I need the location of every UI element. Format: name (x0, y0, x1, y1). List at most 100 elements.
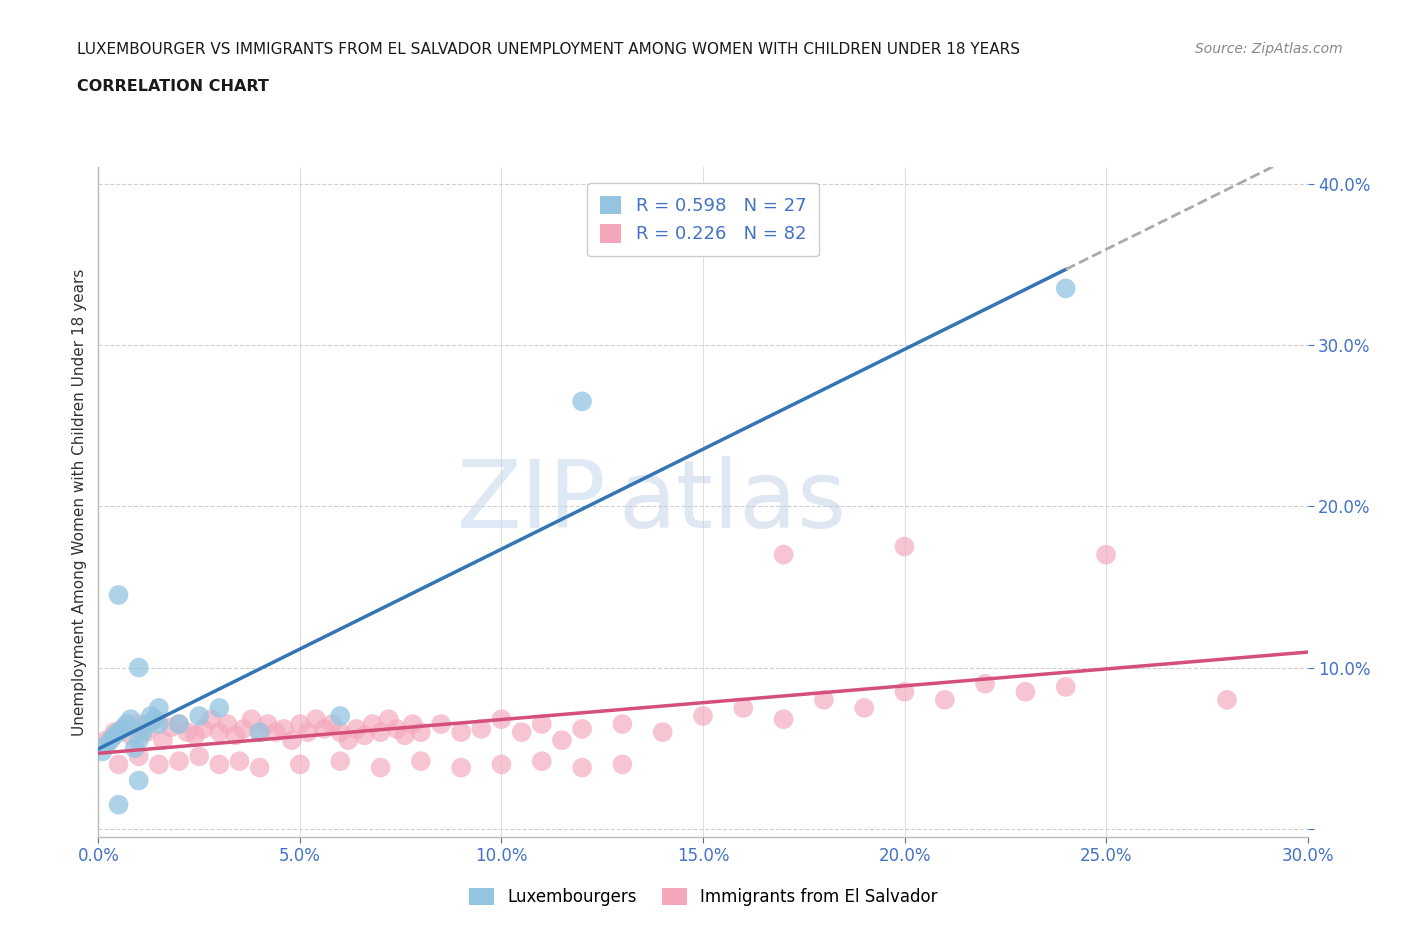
Point (107, 797, 129, 812)
Point (224, 728, 246, 743)
Point (143, 711, 166, 726)
Point (128, 717, 150, 732)
Point (128, 749, 150, 764)
Y-axis label: Unemployment Among Women with Children Under 18 years: Unemployment Among Women with Children U… (72, 269, 87, 736)
Point (128, 733, 150, 748)
Point (249, 760, 271, 775)
Point (96, 737, 118, 752)
Point (385, 722, 408, 737)
Point (337, 733, 360, 748)
Point (297, 724, 319, 739)
Point (188, 709, 211, 724)
Point (361, 717, 384, 732)
Point (450, 724, 472, 739)
Point (135, 724, 157, 739)
Point (217, 717, 239, 732)
Point (893, 539, 915, 554)
Point (128, 773, 150, 788)
Point (115, 717, 138, 732)
Point (120, 711, 142, 726)
Point (370, 724, 392, 739)
Point (107, 724, 129, 739)
Point (273, 722, 295, 737)
Point (530, 753, 553, 768)
Point (450, 760, 472, 775)
Point (208, 724, 231, 739)
Point (571, 394, 593, 409)
Point (96, 733, 118, 748)
Point (305, 711, 328, 726)
Point (184, 728, 207, 743)
Legend: Luxembourgers, Immigrants from El Salvador: Luxembourgers, Immigrants from El Salvad… (463, 881, 943, 912)
Text: atlas: atlas (619, 457, 846, 548)
Point (132, 724, 155, 739)
Point (491, 757, 513, 772)
Point (329, 753, 352, 768)
Point (409, 753, 432, 768)
Point (329, 724, 352, 739)
Point (551, 733, 574, 748)
Point (193, 722, 215, 737)
Point (124, 741, 146, 756)
Point (530, 717, 553, 732)
Point (314, 722, 336, 737)
Legend: R = 0.598   N = 27, R = 0.226   N = 82: R = 0.598 N = 27, R = 0.226 N = 82 (586, 183, 820, 256)
Point (344, 722, 367, 737)
Point (228, 753, 250, 768)
Point (321, 717, 343, 732)
Point (128, 660, 150, 675)
Point (772, 547, 794, 562)
Point (208, 700, 231, 715)
Point (651, 724, 673, 739)
Point (103, 728, 125, 743)
Point (612, 717, 634, 732)
Point (409, 724, 432, 739)
Point (288, 757, 311, 772)
Point (188, 749, 211, 764)
Point (1054, 281, 1077, 296)
Point (232, 722, 254, 737)
Point (772, 711, 794, 726)
Point (111, 722, 134, 737)
Point (148, 700, 170, 715)
Point (1014, 684, 1036, 699)
Point (160, 720, 183, 735)
Point (612, 757, 634, 772)
Text: ZIP: ZIP (457, 457, 606, 548)
Point (152, 733, 174, 748)
Point (111, 722, 134, 737)
Point (281, 733, 304, 748)
Text: CORRELATION CHART: CORRELATION CHART (77, 79, 269, 94)
Point (103, 724, 125, 739)
Point (240, 711, 263, 726)
Point (143, 711, 166, 726)
Point (353, 728, 375, 743)
Point (370, 760, 392, 775)
Point (491, 711, 513, 726)
Point (402, 717, 425, 732)
Point (208, 757, 231, 772)
Point (377, 711, 399, 726)
Point (329, 709, 352, 724)
Point (120, 728, 142, 743)
Point (249, 724, 271, 739)
Point (893, 684, 915, 699)
Point (256, 717, 278, 732)
Point (288, 717, 311, 732)
Point (200, 711, 222, 726)
Point (510, 724, 533, 739)
Point (394, 728, 416, 743)
Point (1054, 680, 1077, 695)
Point (571, 760, 593, 775)
Point (135, 717, 157, 732)
Point (91, 744, 114, 759)
Point (692, 709, 714, 724)
Point (853, 700, 876, 715)
Point (430, 717, 453, 732)
Point (139, 709, 162, 724)
Point (571, 722, 593, 737)
Point (148, 757, 170, 772)
Point (107, 588, 129, 603)
Point (813, 693, 835, 708)
Point (934, 693, 956, 708)
